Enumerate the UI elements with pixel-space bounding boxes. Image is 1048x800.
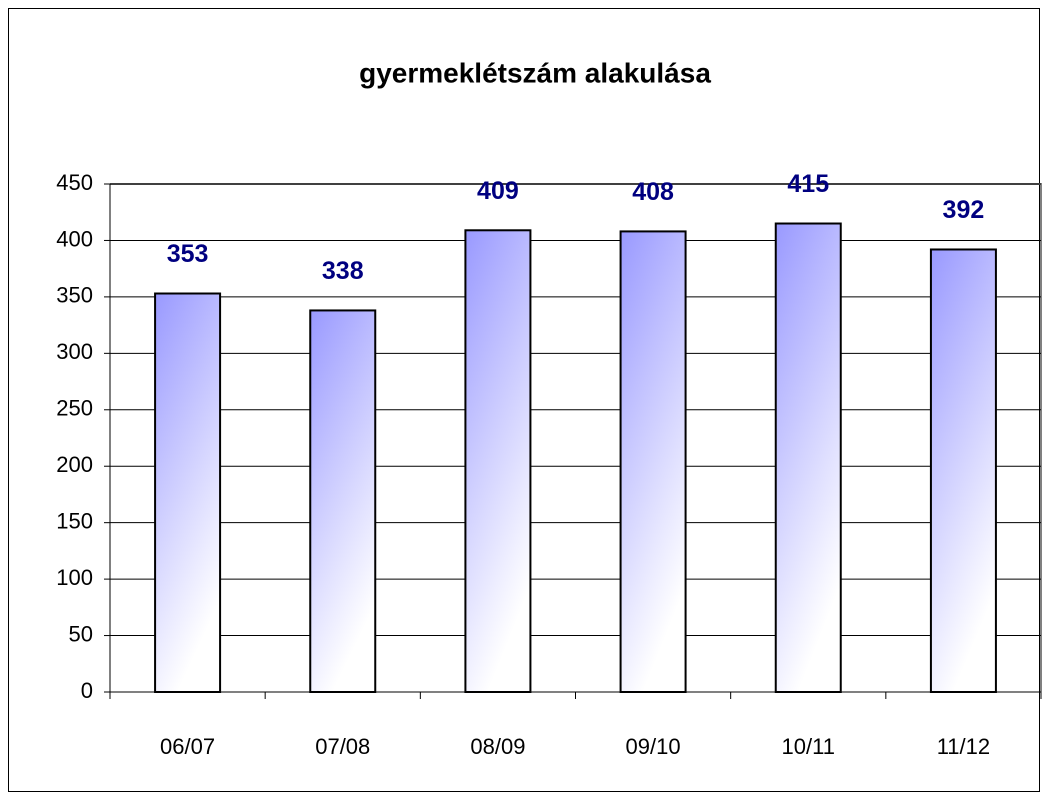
y-tick-label: 50 <box>69 621 93 646</box>
chart-title: gyermeklétszám alakulása <box>359 57 711 88</box>
y-tick-label: 300 <box>56 339 93 364</box>
y-tick-label: 350 <box>56 283 93 308</box>
data-label: 338 <box>322 257 364 285</box>
y-tick-label: 250 <box>56 396 93 421</box>
y-tick-label: 450 <box>56 170 93 195</box>
x-tick-label: 07/08 <box>315 734 370 759</box>
x-tick-label: 08/09 <box>470 734 525 759</box>
bar <box>619 230 687 693</box>
x-tick-label: 11/12 <box>937 734 990 759</box>
bar <box>929 248 997 693</box>
y-tick-label: 100 <box>56 565 93 590</box>
bar <box>464 229 532 693</box>
data-label: 415 <box>787 170 829 198</box>
y-tick-label: 200 <box>56 452 93 477</box>
data-label: 409 <box>477 177 519 205</box>
data-label: 392 <box>943 196 985 224</box>
x-tick-label: 06/07 <box>160 734 215 759</box>
y-tick-label: 150 <box>56 508 93 533</box>
y-tick-label: 400 <box>56 226 93 251</box>
data-label: 353 <box>167 240 209 268</box>
bar <box>309 309 377 693</box>
x-tick-label: 09/10 <box>626 734 681 759</box>
data-label: 408 <box>632 178 674 206</box>
bar <box>774 222 842 693</box>
bar <box>154 292 222 693</box>
x-tick-label: 10/11 <box>782 734 835 759</box>
y-tick-label: 0 <box>81 678 93 703</box>
